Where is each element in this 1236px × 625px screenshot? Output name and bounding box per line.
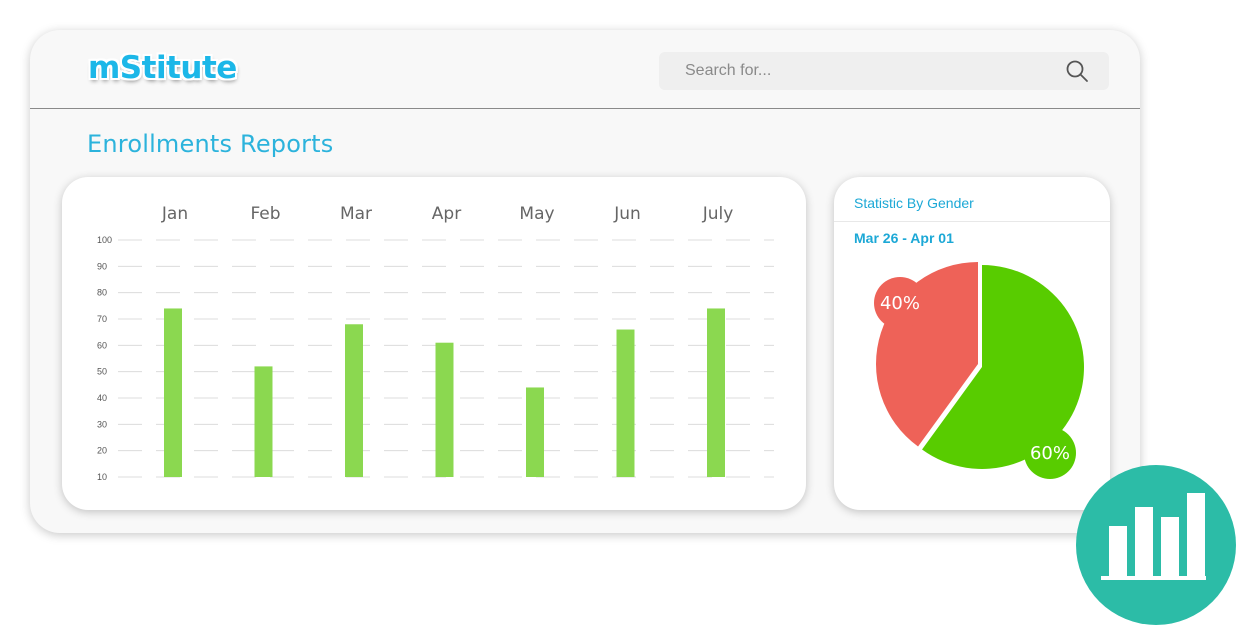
enrollments-chart-card: 10 20 30 40 50 60 70 80 90 100 Jan Feb Mar Apr May Jun J…: [62, 177, 806, 510]
x-tick-label: Apr: [432, 204, 461, 224]
gender-date-range: Mar 26 - Apr 01: [854, 230, 954, 246]
page-title: Enrollments Reports: [87, 130, 334, 158]
pie-slice-1[interactable]: [922, 265, 1084, 469]
y-tick-label: 10: [97, 472, 107, 482]
app-logo[interactable]: mStitute: [88, 50, 237, 86]
pie-label-bubble: [1024, 427, 1076, 479]
bar-mar[interactable]: [345, 324, 363, 477]
x-tick-label: Jun: [613, 204, 641, 224]
pie-data-label: 40%: [880, 293, 920, 314]
gender-pie-chart: 60% 40%: [874, 262, 1084, 479]
bar-jun[interactable]: [616, 329, 635, 477]
gender-card-divider: [834, 221, 1110, 222]
gender-statistics-card: Statistic By Gender Mar 26 - Apr 01 60% 4…: [834, 177, 1110, 510]
pie-data-label: 60%: [1030, 443, 1070, 464]
bar-may[interactable]: [526, 387, 544, 477]
x-tick-label: May: [519, 204, 554, 224]
x-tick-label: Feb: [250, 204, 280, 224]
bar-jan[interactable]: [164, 308, 182, 477]
search-box[interactable]: [659, 52, 1109, 90]
x-tick-label: Mar: [340, 204, 372, 224]
bar-july[interactable]: [707, 308, 725, 477]
enrollments-bar-chart: 10 20 30 40 50 60 70 80 90 100 Jan Feb Mar Apr May Jun J…: [97, 204, 774, 482]
x-tick-label: Jan: [161, 204, 188, 224]
y-tick-label: 70: [97, 314, 107, 324]
y-tick-label: 80: [97, 288, 107, 298]
y-tick-label: 90: [97, 261, 107, 271]
y-tick-label: 30: [97, 419, 107, 429]
pie-label-bubble: [874, 277, 926, 329]
bar-feb[interactable]: [254, 366, 273, 477]
search-input[interactable]: [659, 52, 1065, 90]
y-tick-label: 100: [97, 235, 112, 245]
y-tick-label: 50: [97, 367, 107, 377]
bar-chart-icon: [1076, 465, 1236, 625]
search-icon[interactable]: [1065, 59, 1089, 83]
bar-apr[interactable]: [435, 342, 454, 477]
app-window: mStitute Enrollments Reports 10 20 30 40 50 6…: [30, 30, 1140, 533]
y-tick-label: 40: [97, 393, 107, 403]
gender-card-title: Statistic By Gender: [854, 195, 974, 211]
x-tick-label: July: [702, 204, 734, 224]
header: mStitute: [30, 30, 1140, 109]
y-tick-label: 20: [97, 446, 107, 456]
y-tick-label: 60: [97, 340, 107, 350]
